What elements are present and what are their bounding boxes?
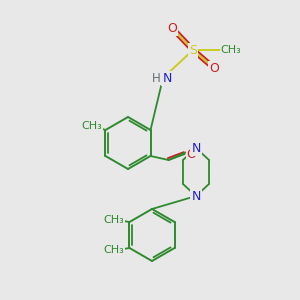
Text: S: S [189, 44, 197, 56]
Text: CH₃: CH₃ [103, 245, 124, 255]
Text: N: N [191, 190, 201, 202]
Text: CH₃: CH₃ [103, 215, 124, 225]
Text: N: N [162, 71, 172, 85]
Text: CH₃: CH₃ [81, 121, 102, 131]
Text: H: H [152, 71, 160, 85]
Text: O: O [187, 148, 196, 160]
Text: N: N [191, 142, 201, 154]
Text: CH₃: CH₃ [220, 45, 242, 55]
Text: O: O [209, 61, 219, 74]
Text: O: O [167, 22, 177, 34]
